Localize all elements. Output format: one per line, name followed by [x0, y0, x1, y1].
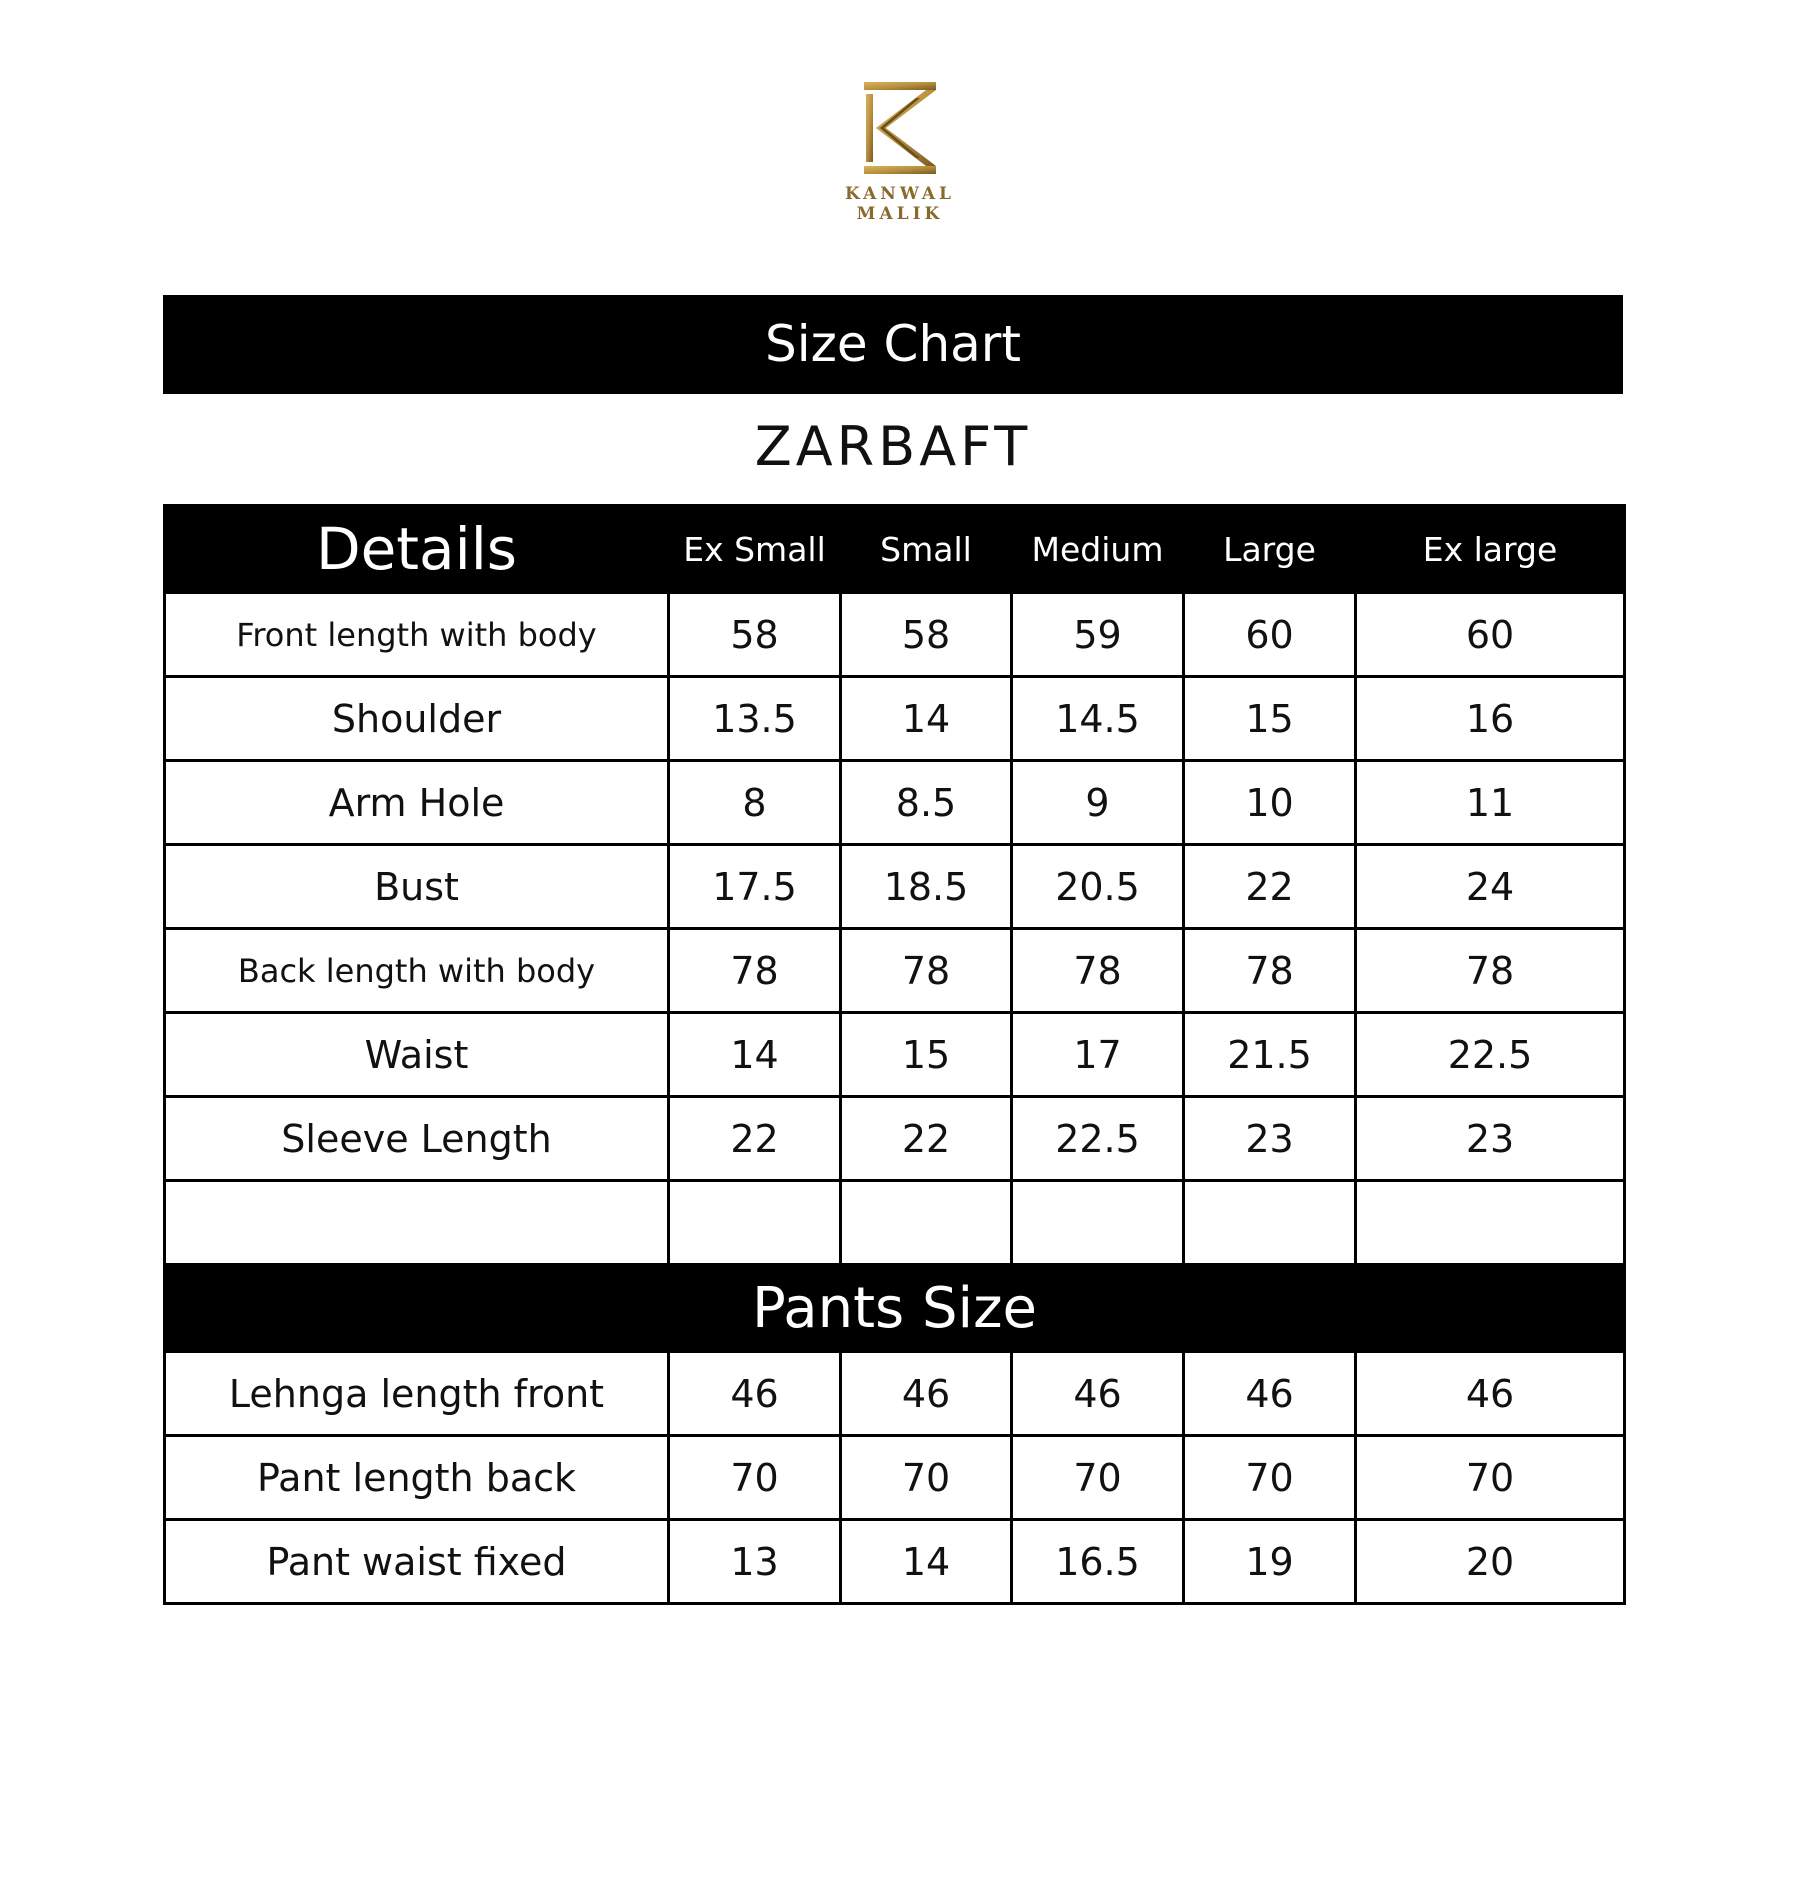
size-value: 60 [1354, 591, 1626, 678]
size-value: 16.5 [1010, 1518, 1185, 1605]
size-value: 14 [839, 675, 1013, 762]
size-value: 10 [1182, 759, 1357, 846]
table-row: Sleeve Length 22 22 22.5 23 23 [163, 1095, 1626, 1182]
size-value: 19 [1182, 1518, 1357, 1605]
size-value: 70 [667, 1434, 842, 1521]
row-label: Pant length back [163, 1434, 670, 1521]
row-label: Shoulder [163, 675, 670, 762]
size-column-header: Large [1182, 504, 1357, 594]
size-value: 59 [1010, 591, 1185, 678]
size-value: 23 [1182, 1095, 1357, 1182]
size-value: 15 [839, 1011, 1013, 1098]
table-row: Lehnga length front 46 46 46 46 46 [163, 1350, 1626, 1437]
table-row: Pant length back 70 70 70 70 70 [163, 1434, 1626, 1521]
kanwal-malik-monogram-icon [864, 82, 936, 174]
size-value: 8 [667, 759, 842, 846]
size-value: 22.5 [1354, 1011, 1626, 1098]
size-column-header: Ex large [1354, 504, 1626, 594]
size-value: 21.5 [1182, 1011, 1357, 1098]
row-label: Pant waist fixed [163, 1518, 670, 1605]
size-value: 13 [667, 1518, 842, 1605]
size-value: 22.5 [1010, 1095, 1185, 1182]
row-label: Bust [163, 843, 670, 930]
size-value: 22 [1182, 843, 1357, 930]
size-value: 20 [1354, 1518, 1626, 1605]
size-value: 18.5 [839, 843, 1013, 930]
size-value [1182, 1179, 1357, 1266]
brand-name: KANWAL MALIK [845, 184, 955, 224]
size-value: 22 [839, 1095, 1013, 1182]
row-label: Sleeve Length [163, 1095, 670, 1182]
table-row: Pant waist fixed 13 14 16.5 19 20 [163, 1518, 1626, 1605]
table-row [163, 1179, 1626, 1266]
size-value: 60 [1182, 591, 1357, 678]
pants-size-title: Pants Size [163, 1263, 1626, 1353]
size-value: 78 [1182, 927, 1357, 1014]
collection-name: ZARBAFT [754, 415, 1032, 478]
size-value: 17.5 [667, 843, 842, 930]
size-value: 78 [667, 927, 842, 1014]
header-row: Details Ex Small Small Medium Large Ex large [163, 504, 1626, 594]
size-value [839, 1179, 1013, 1266]
size-value: 78 [1010, 927, 1185, 1014]
size-value: 46 [1354, 1350, 1626, 1437]
size-value: 14 [667, 1011, 842, 1098]
size-value [1010, 1179, 1185, 1266]
size-column-header: Small [839, 504, 1013, 594]
size-value: 46 [667, 1350, 842, 1437]
row-label [163, 1179, 670, 1266]
size-value [1354, 1179, 1626, 1266]
size-chart-title: Size Chart [163, 295, 1623, 394]
size-column-header: Medium [1010, 504, 1185, 594]
size-value: 46 [1010, 1350, 1185, 1437]
table-row: Arm Hole 8 8.5 9 10 11 [163, 759, 1626, 846]
size-value [667, 1179, 842, 1266]
size-value: 78 [1354, 927, 1626, 1014]
size-value: 11 [1354, 759, 1626, 846]
size-value: 17 [1010, 1011, 1185, 1098]
size-value: 22 [667, 1095, 842, 1182]
size-value: 9 [1010, 759, 1185, 846]
details-header: Details [163, 504, 670, 594]
size-column-header: Ex Small [667, 504, 842, 594]
size-value: 46 [1182, 1350, 1357, 1437]
size-value: 16 [1354, 675, 1626, 762]
size-value: 23 [1354, 1095, 1626, 1182]
size-value: 58 [839, 591, 1013, 678]
size-value: 46 [839, 1350, 1013, 1437]
size-value: 14.5 [1010, 675, 1185, 762]
table-row: Shoulder 13.5 14 14.5 15 16 [163, 675, 1626, 762]
pants-size-header-row: Pants Size [163, 1263, 1626, 1353]
size-value: 20.5 [1010, 843, 1185, 930]
table-row: Bust 17.5 18.5 20.5 22 24 [163, 843, 1626, 930]
size-value: 15 [1182, 675, 1357, 762]
size-value: 13.5 [667, 675, 842, 762]
brand-logo: KANWAL MALIK [800, 80, 1000, 224]
size-value: 24 [1354, 843, 1626, 930]
row-label: Arm Hole [163, 759, 670, 846]
size-value: 14 [839, 1518, 1013, 1605]
size-value: 70 [839, 1434, 1013, 1521]
row-label: Back length with body [163, 927, 670, 1014]
size-value: 8.5 [839, 759, 1013, 846]
row-label: Waist [163, 1011, 670, 1098]
size-value: 70 [1010, 1434, 1185, 1521]
size-value: 70 [1182, 1434, 1357, 1521]
size-value: 78 [839, 927, 1013, 1014]
table-row: Back length with body 78 78 78 78 78 [163, 927, 1626, 1014]
size-value: 70 [1354, 1434, 1626, 1521]
table-row: Front length with body 58 58 59 60 60 [163, 591, 1626, 678]
row-label: Front length with body [163, 591, 670, 678]
table-row: Waist 14 15 17 21.5 22.5 [163, 1011, 1626, 1098]
row-label: Lehnga length front [163, 1350, 670, 1437]
size-value: 58 [667, 591, 842, 678]
size-chart-table: Details Ex Small Small Medium Large Ex large F… [163, 504, 1626, 1605]
